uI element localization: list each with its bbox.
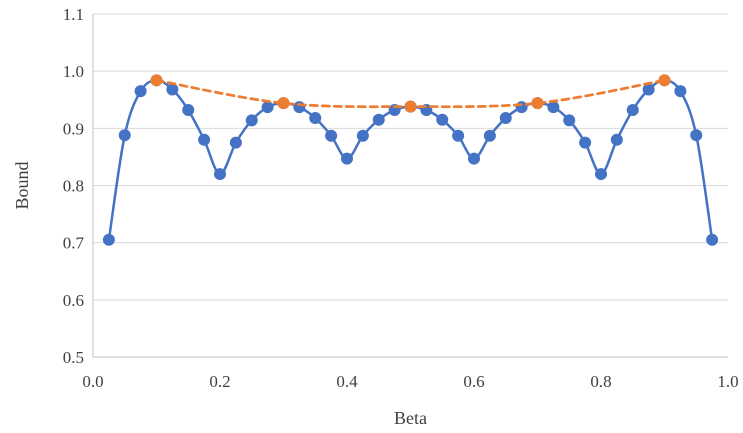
series-1-point: [309, 112, 322, 125]
series-1-point: [341, 152, 353, 165]
y-tick-label: 0.5: [63, 348, 84, 367]
series-1-point: [261, 101, 274, 114]
series-1-point: [245, 114, 258, 127]
x-tick-label: 0.4: [336, 372, 358, 391]
y-tick-label: 0.8: [63, 177, 84, 196]
series-1-point: [293, 101, 306, 114]
x-tick-label: 1.0: [717, 372, 738, 391]
series-2-point: [277, 97, 290, 110]
series-1-point: [547, 101, 560, 114]
x-tick-label: 0.8: [590, 372, 611, 391]
series-1-point: [325, 129, 338, 142]
series-1-point: [626, 104, 639, 117]
series-1-point: [229, 136, 242, 149]
series-1-point: [468, 152, 480, 165]
y-tick-label: 0.7: [63, 234, 85, 253]
series-1-point: [674, 85, 687, 98]
series-1-point: [706, 233, 719, 246]
series-1-point: [436, 113, 449, 126]
series: [102, 74, 719, 246]
series-1-point: [499, 112, 512, 125]
series-1-point: [214, 168, 226, 181]
x-axis-title: Beta: [394, 408, 427, 428]
axes: 0.0 0.2 0.4 0.6 0.8 1.0 0.5 0.6 0.7 0.8 0.9 1.0 1.1: [63, 5, 739, 391]
y-tick-label: 0.9: [63, 119, 84, 138]
series-1-point: [134, 85, 147, 98]
series-1-point: [102, 233, 115, 246]
x-tick-label: 0.6: [463, 372, 484, 391]
series-1-point: [610, 133, 623, 146]
x-tick-label: 0.2: [209, 372, 230, 391]
series-2-point: [150, 74, 163, 87]
series-1-point: [595, 168, 607, 181]
series-1-point: [483, 129, 496, 142]
series-1-point: [182, 104, 195, 117]
y-axis-title: Bound: [12, 161, 32, 209]
x-tick-label: 0.0: [82, 372, 103, 391]
series-1-point: [198, 133, 211, 146]
series-1-point: [372, 113, 385, 126]
series-2-point: [531, 97, 544, 110]
y-tick-label: 1.0: [63, 62, 84, 81]
series-1-point: [642, 83, 655, 96]
series-2-point: [404, 100, 417, 113]
series-1-point: [690, 129, 703, 142]
y-tick-label: 0.6: [63, 291, 84, 310]
series-2-point: [658, 74, 671, 87]
series-1-point: [166, 83, 179, 96]
series-1-point: [118, 129, 131, 142]
gridlines: [93, 13, 728, 301]
series-1-point: [579, 136, 592, 149]
series-1-point: [356, 129, 369, 142]
y-tick-label: 1.1: [63, 5, 84, 24]
series-1-point: [563, 114, 576, 127]
series-1-point: [452, 129, 465, 142]
